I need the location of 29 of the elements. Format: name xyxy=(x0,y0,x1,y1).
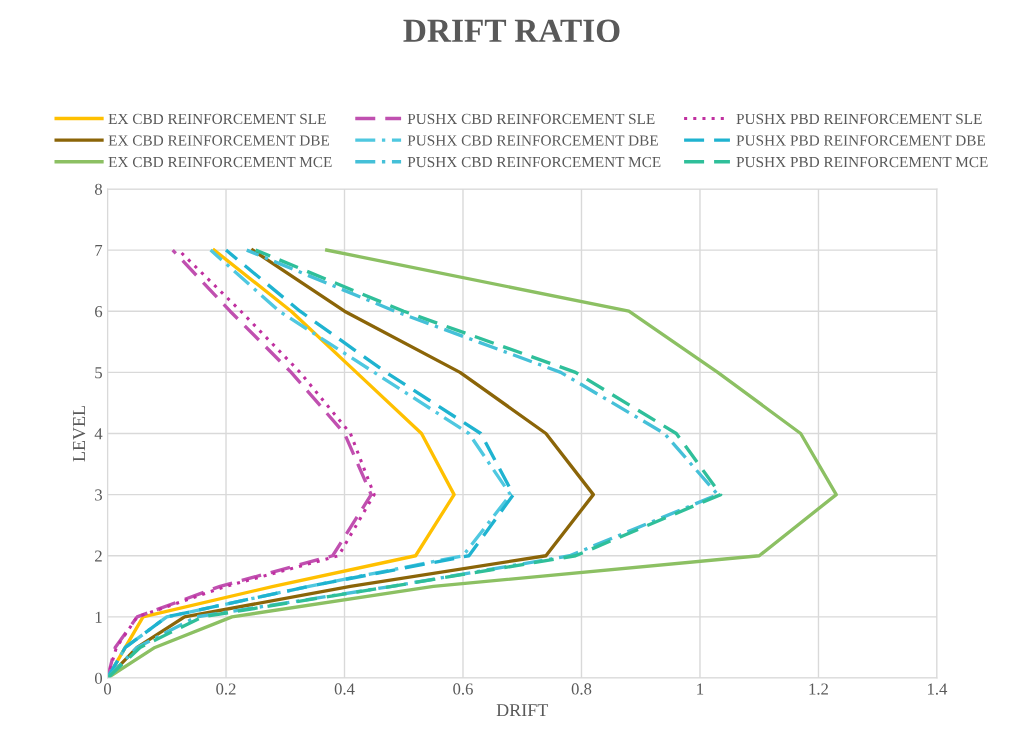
x-tick-label: 0.2 xyxy=(216,683,236,695)
legend-label: PUSHX CBD REINFORCEMENT DBE xyxy=(407,135,658,146)
x-tick-label: 0.4 xyxy=(334,683,355,695)
x-tick-label: 0.8 xyxy=(571,683,592,695)
x-tick-label: 0 xyxy=(103,683,112,695)
y-tick-label: 7 xyxy=(95,244,103,256)
legend-label: EX CBD REINFORCEMENT MCE xyxy=(108,156,332,168)
y-axis-title: LEVEL xyxy=(73,405,86,462)
legend-label: EX CBD REINFORCEMENT DBE xyxy=(108,135,330,146)
x-tick-label: 0.6 xyxy=(453,683,473,695)
x-tick-label: 1 xyxy=(697,683,704,695)
y-tick-label: 2 xyxy=(95,550,102,562)
legend-label: PUSHX CBD REINFORCEMENT SLE xyxy=(407,113,655,125)
y-tick-label: 5 xyxy=(95,367,103,379)
y-tick-label: 8 xyxy=(94,183,103,195)
x-tick-label: 1.4 xyxy=(928,683,948,695)
x-tick-label: 1.2 xyxy=(809,683,828,695)
y-tick-label: 0 xyxy=(94,672,103,684)
y-tick-label: 4 xyxy=(94,428,103,440)
y-tick-label: 6 xyxy=(95,305,103,318)
legend-label: PUSHX CBD REINFORCEMENT MCE xyxy=(407,156,661,168)
y-tick-label: 3 xyxy=(95,489,103,501)
legend-label: PUSHX PBD REINFORCEMENT SLE xyxy=(736,113,982,125)
x-axis-title: DRIFT xyxy=(496,704,549,717)
y-tick-label: 1 xyxy=(95,611,102,623)
legend-label: PUSHX PBD REINFORCEMENT MCE xyxy=(736,156,988,168)
legend-label: EX CBD REINFORCEMENT SLE xyxy=(108,113,326,125)
chart-title: DRIFT RATIO xyxy=(403,19,620,42)
legend-label: PUSHX PBD REINFORCEMENT DBE xyxy=(736,135,986,146)
